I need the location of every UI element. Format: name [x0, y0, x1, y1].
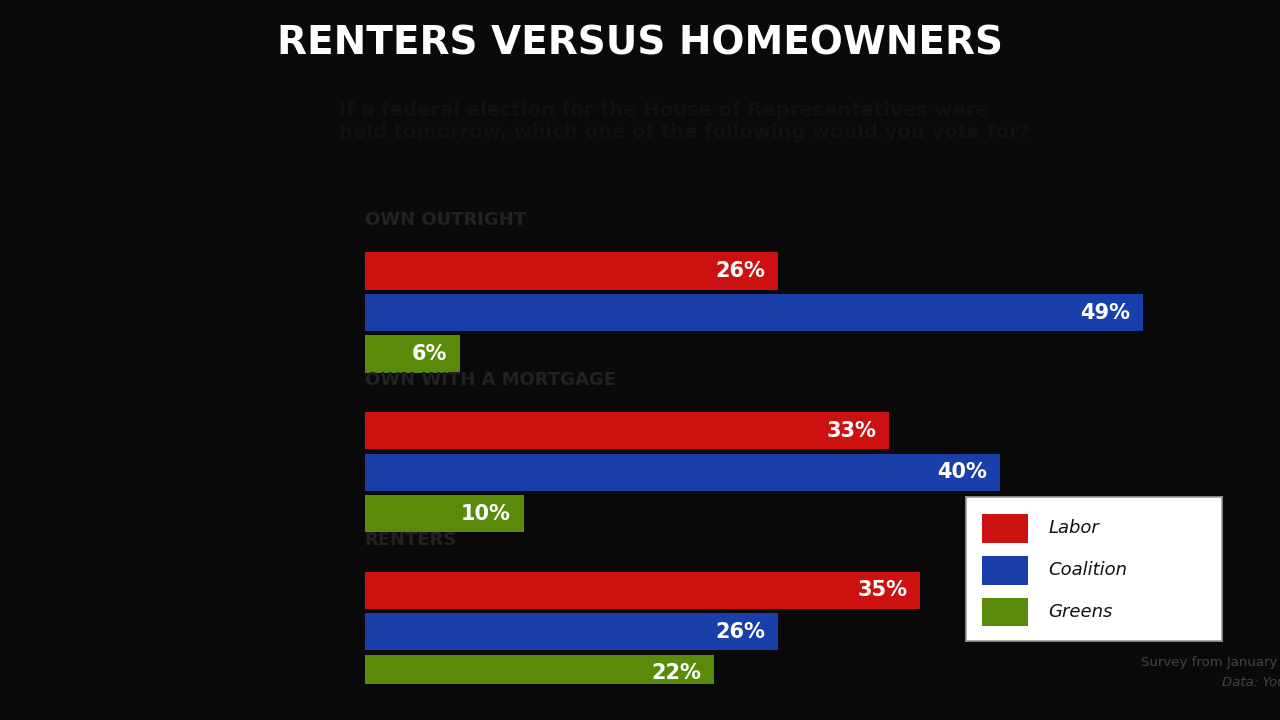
Bar: [365, 253, 777, 289]
Text: 22%: 22%: [652, 663, 701, 683]
Bar: [982, 514, 1028, 543]
Text: Data: YouGov: Data: YouGov: [1222, 675, 1280, 689]
Text: OWN OUTRIGHT: OWN OUTRIGHT: [365, 212, 526, 230]
Text: 33%: 33%: [826, 420, 876, 441]
Bar: [365, 613, 777, 650]
Text: 35%: 35%: [858, 580, 908, 600]
Text: 26%: 26%: [716, 622, 765, 642]
Text: RENTERS: RENTERS: [365, 531, 457, 549]
Text: 6%: 6%: [412, 344, 448, 364]
Text: RENTERS VERSUS HOMEOWNERS: RENTERS VERSUS HOMEOWNERS: [276, 24, 1004, 62]
Text: 49%: 49%: [1080, 302, 1130, 323]
Text: OWN WITH A MORTGAGE: OWN WITH A MORTGAGE: [365, 371, 616, 389]
Bar: [982, 556, 1028, 585]
Text: If a federal election for the House of Representatives were
held tomorrow, which: If a federal election for the House of R…: [339, 101, 1030, 142]
Text: 40%: 40%: [937, 462, 987, 482]
Bar: [982, 598, 1028, 626]
Bar: [365, 336, 460, 373]
Text: 10%: 10%: [461, 504, 511, 523]
Bar: [365, 412, 888, 449]
Text: Survey from January 9-15: Survey from January 9-15: [1142, 655, 1280, 669]
Bar: [365, 454, 1000, 491]
Text: Coalition: Coalition: [1048, 562, 1128, 579]
Text: Greens: Greens: [1048, 603, 1112, 621]
Bar: [365, 654, 714, 692]
Text: Labor: Labor: [1048, 520, 1100, 537]
Text: 26%: 26%: [716, 261, 765, 281]
Bar: [365, 294, 1143, 331]
Bar: [365, 495, 524, 532]
Bar: [365, 572, 920, 609]
